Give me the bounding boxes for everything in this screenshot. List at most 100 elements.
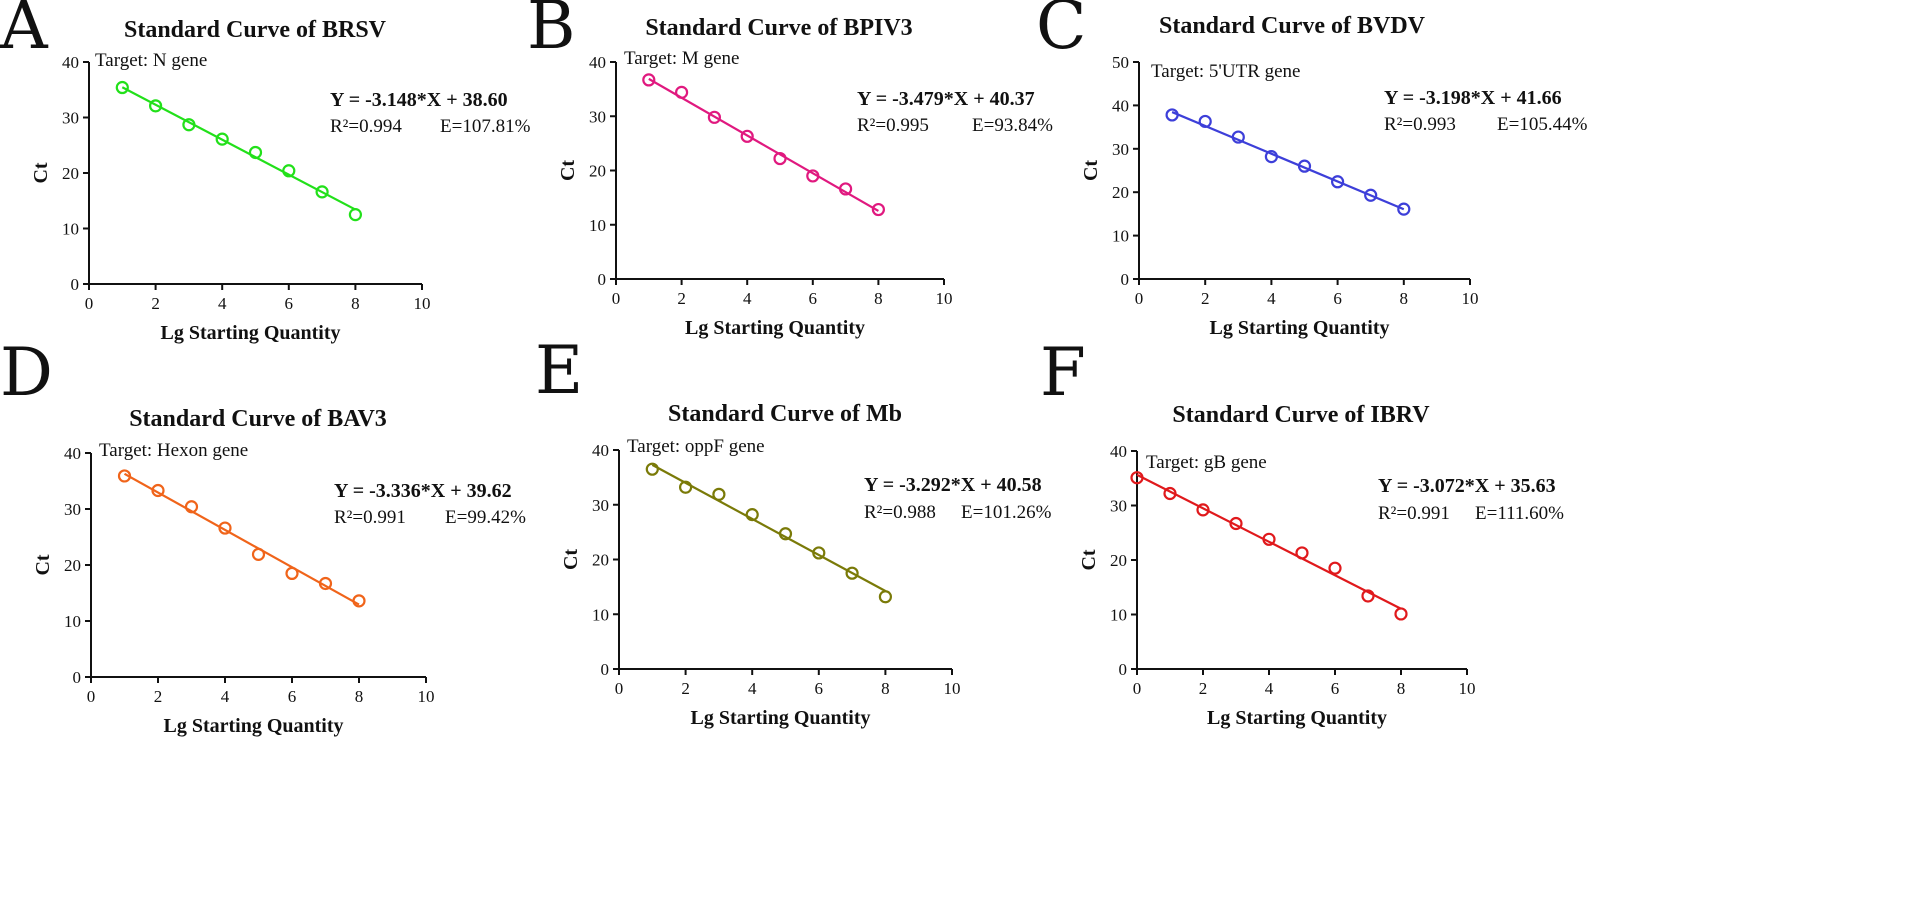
- y-tick-label: 40: [64, 444, 81, 463]
- y-tick-label: 0: [1121, 270, 1130, 289]
- data-point: [678, 480, 693, 494]
- efficiency-label: E=105.44%: [1497, 114, 1588, 135]
- data-point: [1297, 159, 1312, 173]
- y-tick-label: 30: [1112, 140, 1129, 159]
- data-point: [871, 202, 886, 217]
- y-tick-label: 20: [62, 164, 79, 183]
- data-point: [745, 508, 759, 522]
- y-tick-label: 30: [62, 109, 79, 128]
- data-point: [1231, 130, 1245, 144]
- data-point: [806, 169, 820, 183]
- chart-title: Standard Curve of BVDV: [1159, 13, 1426, 39]
- chart-title: Standard Curve of BRSV: [124, 17, 387, 43]
- x-tick-label: 8: [874, 289, 883, 308]
- y-tick-label: 20: [592, 551, 609, 570]
- x-tick-label: 6: [1333, 289, 1342, 308]
- panel-letter: F: [1040, 334, 1086, 411]
- chart-title: Standard Curve of BPIV3: [645, 15, 912, 41]
- data-point: [878, 590, 893, 604]
- x-tick-label: 10: [1459, 679, 1476, 698]
- data-point: [1330, 175, 1345, 189]
- target-label: Target: gB gene: [1146, 452, 1267, 473]
- data-point: [215, 132, 229, 146]
- data-point: [740, 129, 754, 143]
- regression-equation: Y = -3.198*X + 41.66: [1384, 87, 1562, 109]
- data-point: [642, 73, 656, 87]
- y-tick-label: 10: [589, 216, 606, 235]
- chart-title: Standard Curve of BAV3: [129, 406, 387, 432]
- data-point: [115, 80, 129, 95]
- x-tick-label: 6: [288, 687, 297, 706]
- regression-equation: Y = -3.479*X + 40.37: [857, 88, 1035, 110]
- y-axis-label: Ct: [560, 549, 582, 570]
- panel-letter: B: [527, 0, 576, 64]
- y-tick-label: 40: [62, 53, 79, 72]
- x-tick-label: 0: [612, 289, 621, 308]
- data-point: [1196, 503, 1210, 517]
- data-point: [1163, 486, 1177, 501]
- y-tick-label: 50: [1112, 53, 1129, 72]
- x-tick-label: 8: [355, 687, 364, 706]
- data-point: [149, 99, 163, 113]
- x-tick-label: 8: [881, 679, 890, 698]
- y-axis-label: Ct: [557, 160, 579, 181]
- x-tick-label: 2: [154, 687, 163, 706]
- y-tick-label: 10: [592, 605, 609, 624]
- data-point: [248, 145, 263, 160]
- panel-letter: C: [1036, 0, 1087, 64]
- x-tick-label: 0: [615, 679, 624, 698]
- y-tick-label: 0: [1119, 660, 1128, 679]
- x-tick-label: 0: [85, 294, 94, 313]
- x-tick-label: 6: [815, 679, 824, 698]
- efficiency-label: E=99.42%: [445, 507, 526, 528]
- data-point: [1262, 532, 1276, 546]
- efficiency-label: E=101.26%: [961, 502, 1052, 523]
- x-tick-label: 0: [1133, 679, 1142, 698]
- chart-title: Standard Curve of Mb: [668, 401, 902, 427]
- y-tick-label: 40: [1112, 96, 1129, 115]
- data-point: [812, 546, 826, 560]
- r-squared-label: R²=0.991: [334, 507, 406, 528]
- regression-equation: Y = -3.072*X + 35.63: [1378, 475, 1556, 497]
- x-tick-label: 4: [743, 289, 752, 308]
- y-tick-label: 30: [1110, 497, 1127, 516]
- data-point: [838, 182, 853, 196]
- y-axis-label: Ct: [1078, 549, 1100, 570]
- x-tick-label: 10: [414, 294, 431, 313]
- panel-letter: E: [535, 332, 583, 409]
- y-tick-label: 20: [64, 556, 81, 575]
- x-tick-label: 4: [221, 687, 230, 706]
- x-tick-label: 0: [1135, 289, 1144, 308]
- x-tick-label: 8: [1400, 289, 1409, 308]
- efficiency-label: E=93.84%: [972, 115, 1053, 136]
- data-point: [184, 500, 199, 514]
- fit-line: [651, 463, 886, 592]
- chart-title: Standard Curve of IBRV: [1172, 402, 1430, 428]
- y-axis-label: Ct: [32, 554, 54, 575]
- data-point: [218, 521, 232, 535]
- x-tick-label: 2: [1201, 289, 1210, 308]
- r-squared-label: R²=0.988: [864, 502, 936, 523]
- data-point: [1394, 607, 1408, 621]
- regression-equation: Y = -3.148*X + 38.60: [330, 89, 508, 111]
- data-point: [318, 576, 333, 591]
- chart-panel-d: D Standard Curve of BAV3 Target: Hexon gen…: [0, 334, 526, 737]
- data-point: [251, 547, 266, 561]
- target-label: Target: Hexon gene: [99, 440, 248, 461]
- x-tick-label: 4: [748, 679, 757, 698]
- data-point: [285, 566, 299, 581]
- r-squared-label: R²=0.995: [857, 115, 929, 136]
- x-tick-label: 2: [1199, 679, 1208, 698]
- data-point: [845, 566, 859, 580]
- y-tick-label: 10: [1110, 606, 1127, 625]
- fit-line: [123, 472, 360, 606]
- data-point: [1328, 561, 1342, 575]
- x-tick-label: 10: [944, 679, 961, 698]
- x-tick-label: 4: [1265, 679, 1274, 698]
- data-point: [348, 208, 362, 222]
- target-label: Target: N gene: [95, 50, 207, 71]
- x-axis-label: Lg Starting Quantity: [163, 715, 343, 737]
- data-point: [1361, 589, 1375, 603]
- data-point: [151, 483, 165, 498]
- x-tick-label: 8: [351, 294, 360, 313]
